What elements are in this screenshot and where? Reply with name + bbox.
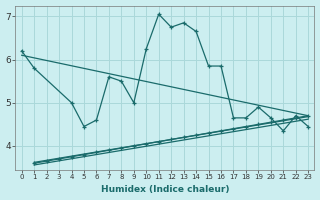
X-axis label: Humidex (Indice chaleur): Humidex (Indice chaleur) (101, 185, 229, 194)
